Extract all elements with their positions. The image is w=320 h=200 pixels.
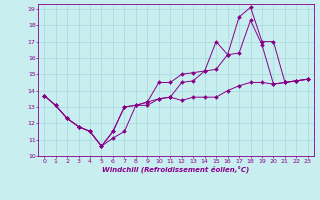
X-axis label: Windchill (Refroidissement éolien,°C): Windchill (Refroidissement éolien,°C) [102,165,250,173]
